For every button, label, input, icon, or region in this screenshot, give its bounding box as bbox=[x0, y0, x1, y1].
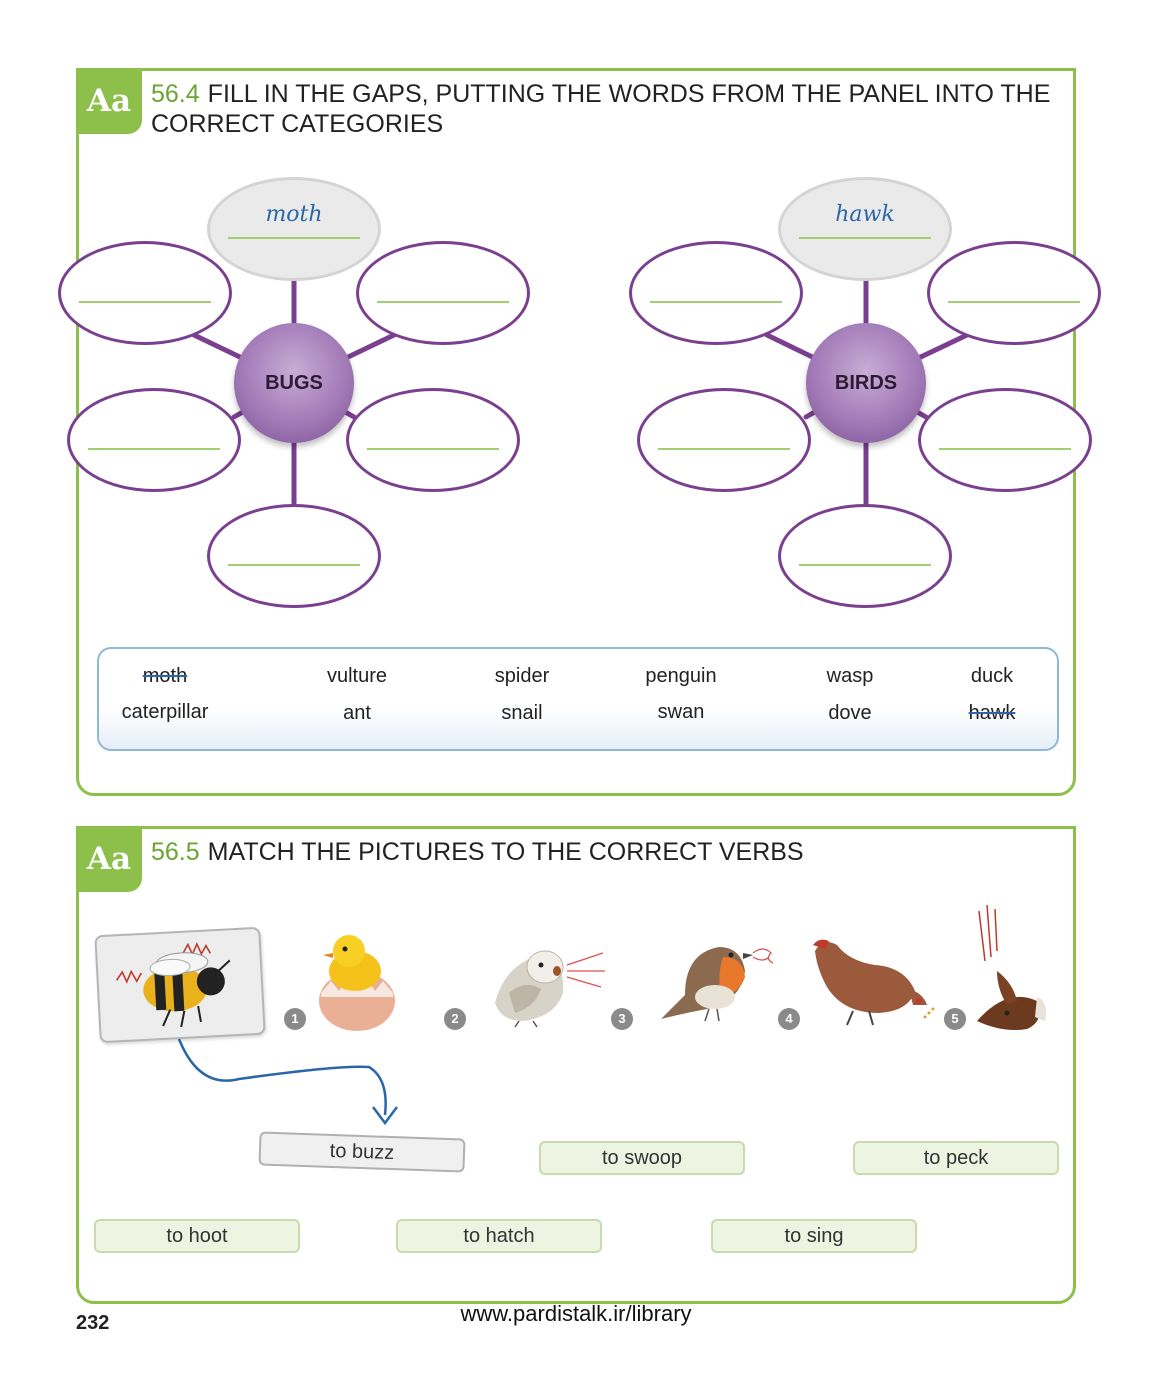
verb-to-hoot[interactable]: to hoot bbox=[94, 1219, 300, 1253]
birds-blank-5[interactable] bbox=[778, 504, 952, 608]
birds-blank-3[interactable] bbox=[637, 388, 811, 492]
verb-to-swoop[interactable]: to swoop bbox=[539, 1141, 745, 1175]
birds-answer-bubble: hawk bbox=[778, 177, 952, 281]
panel-word: duck bbox=[970, 665, 1014, 687]
exercise-title: 56.5 MATCH THE PICTURES TO THE CORRECT VE… bbox=[151, 837, 1051, 867]
panel-word: snail bbox=[501, 702, 543, 724]
answer-line bbox=[939, 448, 1071, 450]
verb-to-sing[interactable]: to sing bbox=[711, 1219, 917, 1253]
robin-singing-icon bbox=[661, 947, 774, 1022]
exercise-instruction: MATCH THE PICTURES TO THE CORRECT VERBS bbox=[207, 838, 804, 866]
answer-line bbox=[799, 564, 931, 566]
bee-picture-card bbox=[94, 926, 266, 1044]
panel-word: vulture bbox=[326, 665, 388, 687]
owl-hooting-icon bbox=[495, 950, 605, 1028]
bugs-blank-4[interactable] bbox=[346, 388, 520, 492]
panel-word: dove bbox=[828, 702, 872, 724]
panel-word: hawk bbox=[968, 702, 1016, 724]
bugs-blank-2[interactable] bbox=[356, 241, 530, 345]
panel-word: wasp bbox=[826, 665, 874, 687]
birds-hub: BIRDS bbox=[806, 323, 926, 443]
panel-word: ant bbox=[343, 702, 371, 724]
bugs-hub: BUGS bbox=[234, 323, 354, 443]
bird-swooping-icon bbox=[977, 904, 1046, 1030]
vocabulary-badge: Aa bbox=[76, 826, 142, 892]
birds-example-answer: hawk bbox=[835, 202, 895, 227]
exercise-number: 56.4 bbox=[151, 80, 200, 108]
answer-line bbox=[367, 448, 499, 450]
picture-number-2: 2 bbox=[444, 1008, 466, 1030]
answer-line bbox=[948, 301, 1080, 303]
footer-url[interactable]: www.pardistalk.ir/library bbox=[460, 1301, 692, 1326]
answer-line bbox=[377, 301, 509, 303]
picture-number-5: 5 bbox=[944, 1008, 966, 1030]
exercise-number: 56.5 bbox=[151, 838, 200, 866]
picture-number-1: 1 bbox=[284, 1008, 306, 1030]
exercise-56-4: Aa 56.4 FILL IN THE GAPS, PUTTING THE WOR… bbox=[58, 68, 1101, 796]
match-arrow bbox=[177, 1038, 398, 1126]
bee-icon bbox=[116, 942, 231, 1028]
bugs-answer-bubble: moth bbox=[207, 177, 381, 281]
panel-word: caterpillar bbox=[121, 701, 209, 723]
exercise-56-5: Aa 56.5 MATCH THE PICTURES TO THE CORRECT… bbox=[76, 826, 1076, 1304]
bugs-blank-3[interactable] bbox=[67, 388, 241, 492]
panel-word: spider bbox=[494, 665, 550, 687]
answer-line bbox=[658, 448, 790, 450]
page-number: 232 bbox=[76, 1312, 110, 1334]
picture-number-3: 3 bbox=[611, 1008, 633, 1030]
chick-hatching-icon bbox=[319, 935, 395, 1031]
bugs-blank-5[interactable] bbox=[207, 504, 381, 608]
answer-line bbox=[650, 301, 782, 303]
picture-number-4: 4 bbox=[778, 1008, 800, 1030]
answer-line bbox=[79, 301, 211, 303]
birds-blank-4[interactable] bbox=[918, 388, 1092, 492]
verb-to-peck[interactable]: to peck bbox=[853, 1141, 1059, 1175]
bugs-blank-1[interactable] bbox=[58, 241, 232, 345]
answer-line bbox=[88, 448, 220, 450]
answer-line bbox=[228, 237, 360, 239]
exercise-title: 56.4 FILL IN THE GAPS, PUTTING THE WORDS … bbox=[151, 79, 1051, 139]
panel-word: swan bbox=[657, 701, 705, 723]
vocabulary-badge: Aa bbox=[76, 68, 142, 134]
bugs-example-answer: moth bbox=[265, 202, 323, 227]
birds-blank-1[interactable] bbox=[629, 241, 803, 345]
verb-to-buzz[interactable]: to buzz bbox=[258, 1131, 466, 1173]
answer-line bbox=[228, 564, 360, 566]
answer-line bbox=[799, 237, 931, 239]
birds-blank-2[interactable] bbox=[927, 241, 1101, 345]
verb-to-hatch[interactable]: to hatch bbox=[396, 1219, 602, 1253]
panel-word: penguin bbox=[645, 665, 717, 687]
panel-word: moth bbox=[142, 665, 188, 687]
exercise-instruction: FILL IN THE GAPS, PUTTING THE WORDS FROM… bbox=[151, 80, 1051, 138]
hen-pecking-icon bbox=[813, 939, 935, 1026]
word-panel: moth vulture spider penguin wasp duck ca… bbox=[97, 647, 1059, 751]
